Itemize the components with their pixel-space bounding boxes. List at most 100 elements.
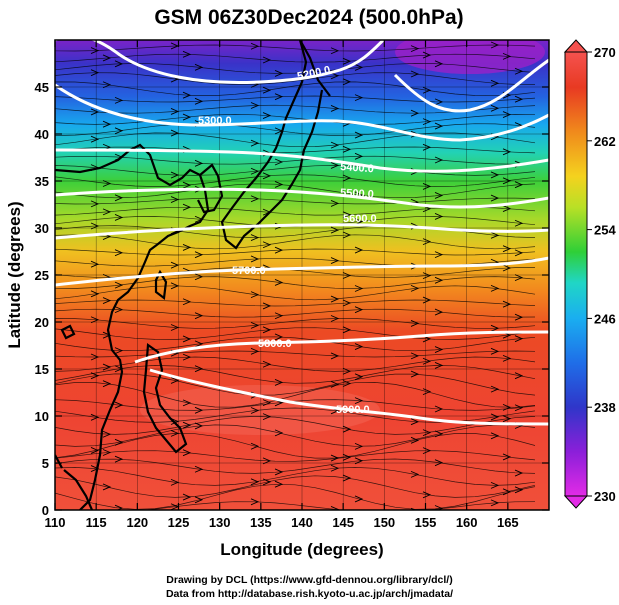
streamline-arrow [250, 347, 260, 355]
streamline-arrow [422, 118, 432, 126]
streamline-arrow [250, 139, 260, 147]
streamline-arrow [90, 290, 100, 298]
streamline-arrow [490, 499, 500, 507]
streamline [55, 433, 536, 459]
streamline-arrow [114, 127, 124, 135]
streamline-arrow [422, 86, 432, 94]
streamline-arrow [342, 474, 352, 482]
streamline-arrow [90, 353, 100, 361]
streamline-arrow [410, 418, 420, 426]
streamline-arrow [102, 449, 112, 456]
streamline-arrow [410, 284, 420, 292]
streamline-arrow [102, 180, 112, 187]
streamline-arrow [490, 104, 500, 112]
streamline-arrow [182, 113, 192, 121]
streamline-arrow [342, 211, 352, 219]
x-tick-label: 165 [497, 515, 519, 530]
streamline-arrow [354, 457, 364, 465]
x-tick-label: 135 [250, 515, 272, 530]
streamline-arrow [114, 347, 124, 355]
streamline-arrow [170, 418, 180, 425]
streamline-arrow [194, 465, 204, 473]
streamline-arrow [354, 442, 364, 450]
streamline-arrow [274, 480, 284, 488]
streamline-arrow [250, 321, 260, 329]
streamline-arrow [434, 60, 444, 68]
streamline-arrow [114, 194, 124, 202]
streamline-arrow [90, 447, 100, 454]
streamline-arrow [182, 399, 192, 407]
x-tick-label: 160 [456, 515, 478, 530]
streamline-arrow [342, 57, 352, 65]
colorbar-top-arrow [563, 39, 589, 53]
y-tick-label: 30 [35, 221, 49, 236]
streamline-arrow [170, 129, 180, 137]
streamline-arrow [502, 300, 512, 308]
streamline-arrow [490, 432, 500, 440]
streamline-arrow [90, 413, 100, 421]
streamline-arrow [90, 222, 100, 230]
streamline-arrow [342, 453, 352, 461]
streamline-arrow [342, 231, 352, 239]
streamline-arrow [114, 214, 124, 221]
colorbar-tick-label: 238 [594, 400, 616, 415]
colorbar: 230 238 246 254 262 270 [563, 39, 616, 509]
streamline-arrow [182, 203, 192, 211]
streamline-arrow [342, 299, 352, 307]
plot-area: 5200.0 5300.0 5400.0 5500.0 5600.0 5700.… [55, 40, 549, 510]
streamline-arrow [410, 109, 420, 117]
streamline-arrow [274, 468, 284, 476]
streamline [55, 132, 536, 148]
streamline [55, 123, 536, 136]
streamline-arrow [250, 42, 260, 50]
contour-5500 [55, 187, 549, 209]
streamline-arrow [422, 51, 432, 59]
streamline-arrow [330, 47, 340, 55]
streamline-arrow [262, 326, 272, 334]
streamline-arrow [434, 251, 444, 259]
streamline-arrow [422, 238, 432, 246]
streamline-arrow [502, 177, 512, 185]
streamline-arrow [330, 295, 340, 303]
streamline-arrow [194, 312, 204, 320]
streamline-arrow [514, 335, 524, 343]
streamline [55, 285, 536, 301]
streamline-arrow [182, 298, 192, 306]
streamline-arrow [194, 251, 204, 259]
streamline-arrow [102, 208, 112, 216]
streamline-arrow [330, 105, 340, 112]
streamline-arrow [342, 367, 352, 375]
streamline-arrow [250, 167, 260, 175]
streamline-arrow [102, 120, 112, 128]
streamline [55, 501, 536, 510]
streamline [55, 183, 536, 199]
streamline-arrow [502, 148, 512, 156]
streamline-arrow [410, 507, 417, 510]
streamline-arrow [342, 326, 352, 334]
map-title: GSM 06Z30Dec2024 (500.0hPa) [154, 6, 463, 29]
streamline-arrow [170, 429, 180, 437]
colorbar-tick-label: 270 [594, 45, 616, 60]
cold-core-patch [395, 40, 545, 74]
contour-5400 [55, 148, 549, 173]
streamline-arrow [502, 354, 512, 362]
streamline-arrow [342, 174, 352, 182]
streamline-arrow [194, 406, 204, 414]
streamline-arrow [434, 405, 444, 413]
streamline-arrow [330, 257, 340, 264]
streamline [55, 44, 536, 52]
streamline-arrow [194, 97, 204, 105]
x-tick-label: 155 [415, 515, 437, 530]
streamline-arrow [422, 272, 432, 280]
streamline [55, 276, 536, 289]
streamline-arrow [490, 284, 500, 292]
streamline-arrow [330, 380, 340, 388]
streamline-arrow [250, 234, 260, 242]
coast-sakhalin [299, 40, 331, 97]
contour-5200-b [393, 58, 549, 113]
contour-5900 [149, 368, 549, 426]
streamline-arrow [354, 152, 364, 160]
streamline-arrow [102, 81, 112, 89]
y-tick-label: 10 [35, 409, 49, 424]
x-tick-label: 140 [291, 515, 313, 530]
